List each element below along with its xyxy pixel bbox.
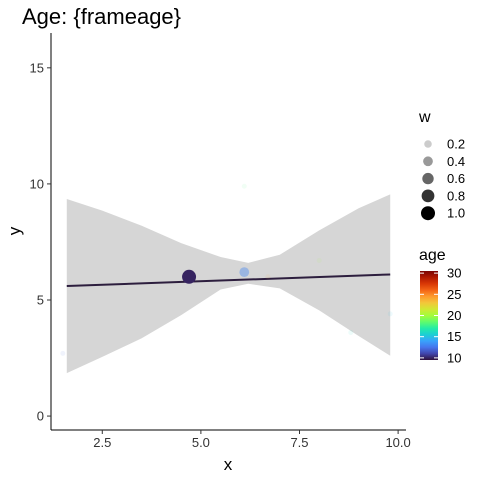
size-legend-key bbox=[422, 190, 435, 203]
data-point bbox=[348, 330, 353, 335]
data-point bbox=[388, 311, 393, 316]
size-legend-label: 0.4 bbox=[447, 154, 465, 169]
x-tick-label: 5.0 bbox=[192, 435, 210, 450]
y-axis-title: y bbox=[5, 226, 24, 235]
size-legend: w 0.2 0.4 0.6 0.8 1.0 bbox=[418, 109, 465, 221]
color-legend-title: age bbox=[419, 247, 446, 264]
data-point bbox=[182, 270, 196, 284]
color-legend: age 10 15 20 25 30 bbox=[419, 247, 461, 365]
size-legend-key bbox=[424, 140, 432, 148]
x-axis-title: x bbox=[224, 455, 233, 474]
y-tick-label: 15 bbox=[30, 60, 44, 75]
color-legend-label: 15 bbox=[447, 329, 461, 344]
color-legend-label: 25 bbox=[447, 287, 461, 302]
data-point bbox=[265, 274, 270, 279]
size-legend-label: 0.2 bbox=[447, 137, 465, 152]
size-legend-key bbox=[422, 173, 433, 184]
x-tick-label: 2.5 bbox=[93, 435, 111, 450]
size-legend-label: 1.0 bbox=[447, 206, 465, 221]
size-legend-key bbox=[421, 206, 435, 220]
data-point bbox=[242, 184, 247, 189]
x-tick-label: 10.0 bbox=[385, 435, 410, 450]
size-legend-label: 0.8 bbox=[447, 188, 465, 203]
color-legend-label: 20 bbox=[447, 308, 461, 323]
chart-title: Age: {frameage} bbox=[22, 4, 181, 29]
y-tick-label: 5 bbox=[37, 292, 44, 307]
y-ticks: 0 5 10 15 bbox=[30, 60, 51, 423]
color-legend-label: 10 bbox=[447, 350, 461, 365]
size-legend-key bbox=[423, 156, 433, 166]
plot-area bbox=[60, 184, 392, 373]
y-tick-label: 10 bbox=[30, 176, 44, 191]
data-point bbox=[239, 267, 249, 277]
size-legend-label: 0.6 bbox=[447, 171, 465, 186]
data-point bbox=[60, 351, 65, 356]
y-tick-label: 0 bbox=[37, 409, 44, 424]
data-point bbox=[317, 258, 322, 263]
x-tick-label: 7.5 bbox=[290, 435, 308, 450]
size-legend-title: w bbox=[418, 109, 431, 126]
x-ticks: 2.5 5.0 7.5 10.0 bbox=[93, 430, 411, 450]
color-legend-label: 30 bbox=[447, 266, 461, 281]
